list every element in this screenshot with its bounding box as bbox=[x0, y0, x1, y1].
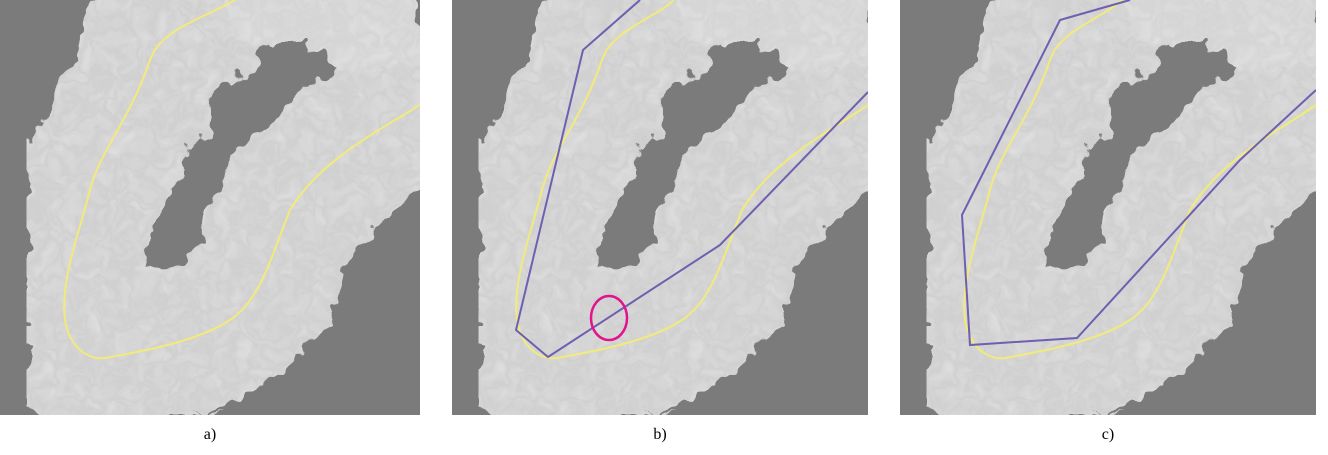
figure: a) b) c) bbox=[0, 0, 1328, 455]
panel-label: b) bbox=[450, 426, 870, 444]
panel-c bbox=[900, 0, 1316, 415]
panel-label: c) bbox=[898, 426, 1318, 444]
panel-label: a) bbox=[0, 426, 420, 444]
panel-b bbox=[452, 0, 868, 415]
panel-a bbox=[0, 0, 420, 415]
